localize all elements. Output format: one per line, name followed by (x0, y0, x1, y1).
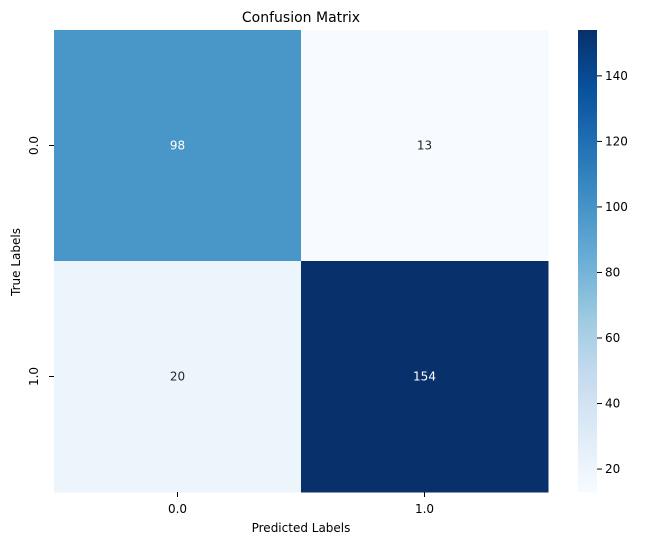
chart-title: Confusion Matrix (242, 10, 360, 26)
heatmap-cell-label-1-1: 154 (413, 370, 436, 384)
colorbar-tick-label-1: 40 (605, 397, 620, 411)
heatmap-cell-1-1 (301, 261, 549, 493)
y-tick-label-1: 1.0 (27, 367, 41, 386)
heatmap-cell-0-1 (301, 30, 549, 262)
heatmap-cells (54, 30, 549, 493)
colorbar-tick-label-5: 120 (605, 134, 628, 148)
colorbar-tick-label-3: 80 (605, 265, 620, 279)
x-axis-label: Predicted Labels (252, 521, 351, 535)
colorbar-tick-label-6: 140 (605, 69, 628, 83)
colorbar-ticks: 20 40 60 80 100 120 140 (597, 69, 628, 476)
heatmap-cell-label-0-1: 13 (417, 139, 432, 153)
heatmap-cell-0-0 (54, 30, 302, 262)
colorbar-tick-label-0: 20 (605, 462, 620, 476)
colorbar: 20 40 60 80 100 120 140 (578, 30, 628, 492)
heatmap-cell-1-0 (54, 261, 302, 493)
y-tick-label-0: 0.0 (27, 136, 41, 155)
x-tick-label-1: 1.0 (415, 502, 434, 516)
x-tick-label-0: 0.0 (168, 502, 187, 516)
colorbar-gradient (578, 30, 597, 492)
colorbar-tick-label-2: 60 (605, 331, 620, 345)
x-axis: 0.0 1.0 (168, 492, 434, 516)
y-axis-label: True Labels (9, 228, 23, 297)
cell-labels: 98 13 20 154 (170, 139, 436, 384)
heatmap-cell-label-1-0: 20 (170, 370, 185, 384)
heatmap-cell-label-0-0: 98 (170, 139, 185, 153)
y-axis: 0.0 1.0 (27, 136, 54, 386)
colorbar-tick-label-4: 100 (605, 200, 628, 214)
